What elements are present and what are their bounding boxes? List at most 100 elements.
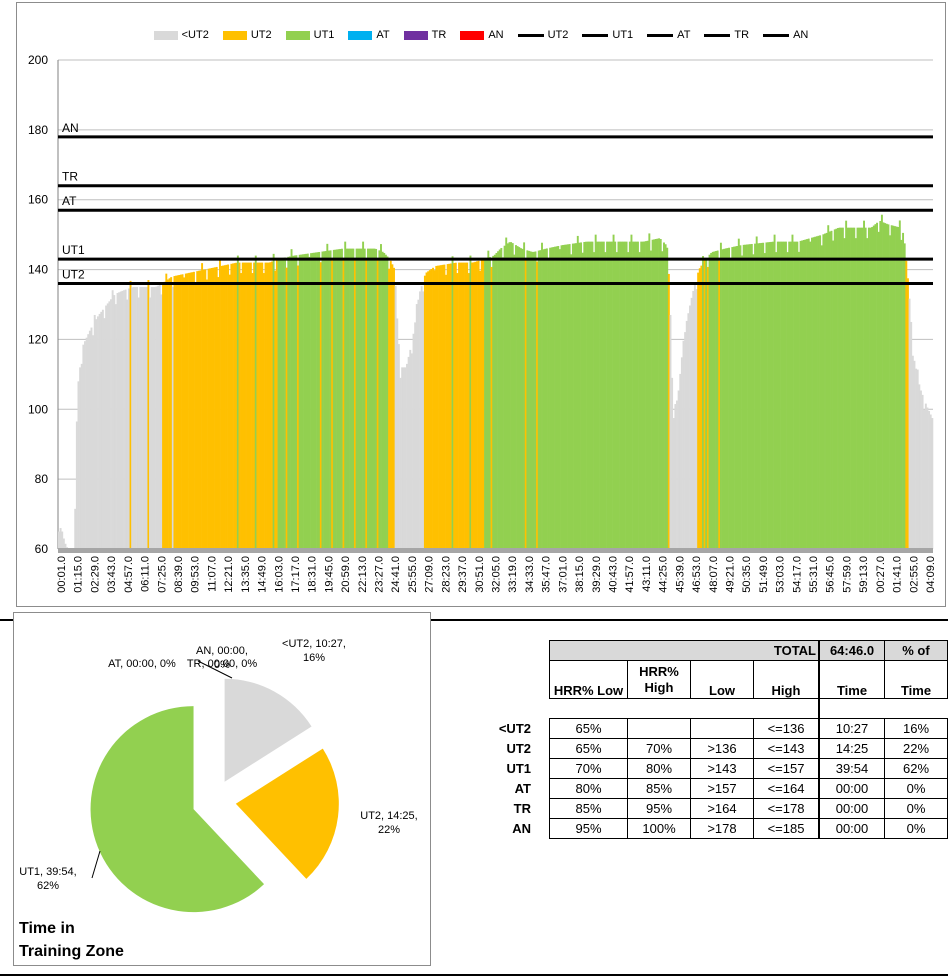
cell-time: 00:00 <box>818 778 885 799</box>
hr-sample-bar <box>811 237 813 550</box>
hr-sample-bar <box>397 344 400 549</box>
hr-sample-bar <box>791 234 794 549</box>
hr-sample-bar <box>617 241 620 549</box>
hr-sample-bar <box>854 238 857 549</box>
hr-sample-bar <box>92 335 95 549</box>
hr-sample-bar <box>762 242 765 550</box>
x-tick-label: 01:15.0 <box>73 556 85 593</box>
hr-sample-bar <box>305 253 308 549</box>
hr-sample-bar <box>619 241 622 549</box>
hr-sample-bar <box>863 220 865 549</box>
hr-sample-bar <box>274 270 277 549</box>
hr-sample-bar <box>892 225 895 549</box>
cell-time: 00:00 <box>818 818 885 839</box>
x-tick-label: 45:39.0 <box>674 556 686 593</box>
hr-sample-bar <box>401 367 404 549</box>
cell-time: 14:25 <box>818 738 885 759</box>
x-tick-label: 23:27.0 <box>374 556 386 593</box>
hr-sample-bar <box>807 238 810 549</box>
hr-sample-bar <box>129 280 132 549</box>
x-tick-label: 24:41.0 <box>390 556 402 593</box>
hr-sample-bar <box>376 260 379 549</box>
hr-sample-bar <box>139 287 142 549</box>
cell-pct: 0% <box>884 778 948 799</box>
hr-sample-bar <box>168 278 171 549</box>
legend-label: AT <box>677 29 691 41</box>
cell-pct: 22% <box>884 738 948 759</box>
hr-sample-bar <box>884 223 887 549</box>
hr-sample-bar <box>90 327 93 549</box>
hr-sample-bar <box>676 400 678 549</box>
hr-sample-bar <box>898 220 901 549</box>
hr-sample-bar <box>383 252 386 550</box>
x-tick-label: 41:57.0 <box>624 556 636 593</box>
cell-hrr-low: 80% <box>549 778 628 799</box>
hr-sample-bar <box>833 229 836 549</box>
y-tick-label: 160 <box>28 193 48 207</box>
hr-sample-bar <box>61 531 64 549</box>
hr-sample-bar <box>867 227 870 549</box>
hr-sample-bar <box>902 232 905 549</box>
hr-sample-bar <box>780 241 783 549</box>
hr-sample-bar <box>318 251 321 549</box>
hr-sample-bar <box>562 245 565 549</box>
hr-sample-bar <box>493 254 496 549</box>
hr-sample-bar <box>485 258 488 549</box>
hr-sample-bar <box>336 249 339 549</box>
hr-sample-bar <box>254 255 257 549</box>
hr-sample-bar <box>825 232 828 549</box>
hr-sample-bar <box>451 256 454 549</box>
hr-sample-bar <box>415 304 418 549</box>
cell-hrr-high: 85% <box>627 778 691 799</box>
hr-sample-bar <box>363 248 366 549</box>
hr-sample-bar <box>462 262 465 549</box>
hr-sample-bar <box>147 280 150 549</box>
hr-sample-bar <box>417 299 420 549</box>
cell-time: 39:54 <box>818 758 885 779</box>
cell-low: >143 <box>690 758 754 779</box>
x-tick-label: 04:09.0 <box>925 556 937 593</box>
hr-sample-bar <box>893 226 896 549</box>
hr-sample-bar <box>324 251 327 550</box>
zone-table: TOTAL 64:46.0 % of HRR% Low HRR% High Lo… <box>487 640 948 839</box>
hr-sample-bar <box>794 241 797 549</box>
legend-label: UT1 <box>313 29 335 41</box>
hr-sample-bar <box>428 270 431 549</box>
legend-label: AT <box>376 29 390 41</box>
hr-sample-bar <box>695 289 698 549</box>
hr-sample-bar <box>407 356 410 549</box>
hr-sample-bar <box>95 319 98 549</box>
hr-sample-bar <box>344 241 347 549</box>
hr-sample-bar <box>166 279 169 549</box>
hr-sample-bar <box>123 290 125 549</box>
hr-sample-bar <box>571 243 574 550</box>
legend-swatch <box>763 33 790 37</box>
x-tick-label: 28:23.0 <box>440 556 452 593</box>
hr-sample-bar <box>132 287 135 549</box>
hr-sample-bar <box>672 418 675 549</box>
cell-hrr-low: 85% <box>549 798 628 819</box>
hr-sample-bar <box>908 298 911 549</box>
hr-sample-bar <box>480 259 483 549</box>
hr-sample-bar <box>144 287 147 549</box>
hr-sample-bar <box>591 241 594 549</box>
hr-sample-bar <box>677 390 680 549</box>
hr-sample-bar <box>386 256 389 549</box>
x-tick-label: 08:39.0 <box>173 556 185 593</box>
hr-sample-bar <box>692 290 695 549</box>
hr-sample-bar <box>145 287 148 549</box>
hr-sample-bar <box>241 262 244 549</box>
hr-sample-bar <box>412 333 415 549</box>
hr-sample-bar <box>840 227 843 549</box>
hr-sample-bar <box>537 250 540 549</box>
hr-sample-bar <box>259 262 262 549</box>
cell-time: 10:27 <box>818 718 885 739</box>
pie-slice-ut1 <box>90 706 265 913</box>
hr-sample-bar <box>352 248 355 549</box>
legend-item-line-an: AN <box>763 29 808 41</box>
hr-sample-bar <box>191 272 194 549</box>
cell-low: >157 <box>690 778 754 799</box>
total-label: TOTAL <box>549 640 820 661</box>
hr-sample-bar <box>381 251 384 549</box>
hr-sample-bar <box>760 242 763 549</box>
